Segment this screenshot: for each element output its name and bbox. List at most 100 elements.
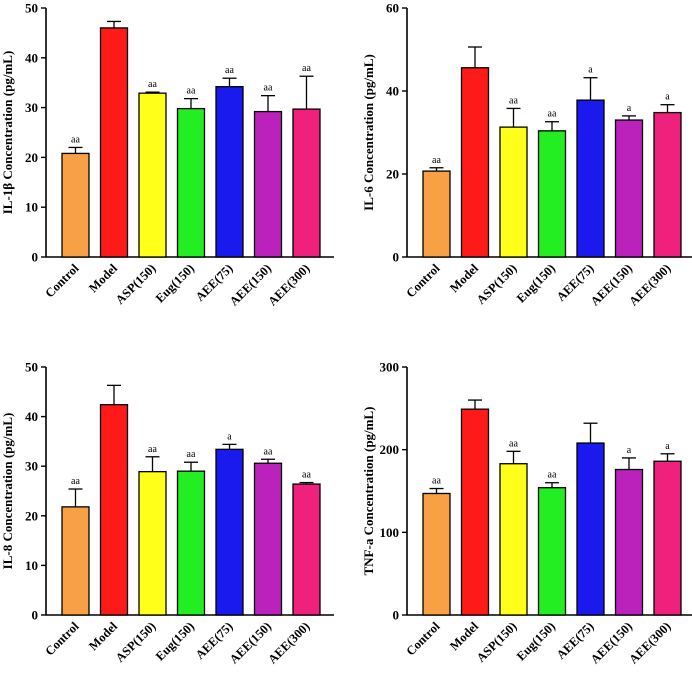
x-category-label: ASP(150) (474, 619, 520, 665)
y-tick-label: 200 (380, 442, 400, 457)
significance-label: aa (509, 95, 518, 106)
significance-label: aa (187, 449, 196, 460)
significance-label: aa (187, 86, 196, 97)
significance-label: aa (548, 109, 557, 120)
x-category-label: ASP(150) (474, 261, 520, 307)
significance-label: aa (264, 446, 273, 457)
y-tick-label: 0 (32, 250, 39, 265)
significance-label: aa (509, 438, 518, 449)
x-category-label: Control (42, 261, 82, 301)
significance-label: aa (148, 444, 157, 455)
x-category-label: AEE(300) (626, 619, 673, 666)
bar (614, 468, 644, 616)
y-axis-title: IL-1β Concentration (pg/mL) (0, 51, 15, 215)
y-tick-label: 10 (25, 558, 38, 573)
bar (99, 404, 129, 616)
bar (176, 107, 206, 258)
significance-label: aa (432, 155, 441, 166)
bar (422, 170, 451, 258)
panel-il1b: 0 10 20 30 40 50 IL-1β Concentration (pg/mL) aa… (0, 1, 334, 308)
x-category-label: Control (403, 261, 443, 301)
significance-label: aa (71, 134, 80, 145)
y-tick-label: 50 (25, 360, 38, 375)
y-tick-label: 30 (25, 459, 38, 474)
bar (460, 67, 490, 258)
x-category-label: Eug(150) (514, 261, 558, 305)
significance-label: aa (71, 476, 80, 487)
y-tick-label: 30 (25, 100, 38, 115)
significance-label: a (665, 441, 670, 452)
bar (422, 492, 451, 616)
significance-label: aa (432, 476, 441, 487)
x-category-label: Eug(150) (153, 619, 197, 663)
y-tick-label: 20 (25, 150, 38, 165)
bar (537, 130, 567, 258)
x-category-label: ASP(150) (113, 261, 159, 307)
x-category-label: Eug(150) (514, 619, 558, 663)
y-axis-title: TNF-a Concentration (pg/mL) (361, 407, 376, 576)
bar (215, 448, 244, 616)
bar (253, 110, 283, 258)
bar (653, 460, 682, 616)
bar (576, 99, 605, 258)
significance-label: aa (548, 470, 557, 481)
y-tick-label: 50 (25, 1, 38, 16)
y-tick-label: 0 (393, 250, 400, 265)
y-tick-label: 20 (25, 508, 38, 523)
y-axis-title: IL-8 Concentration (pg/mL) (0, 413, 15, 570)
y-tick-label: 20 (386, 167, 399, 182)
y-axis-title: IL-6 Concentration (pg/mL) (361, 54, 376, 211)
bar (138, 471, 167, 616)
y-tick-label: 40 (25, 50, 38, 65)
significance-label: a (627, 103, 632, 114)
x-category-label: Control (42, 619, 82, 659)
x-category-label: Model (86, 261, 120, 295)
y-tick-label: 0 (393, 608, 400, 623)
y-tick-label: 40 (386, 84, 399, 99)
bar (499, 463, 528, 616)
significance-label: a (588, 65, 593, 76)
y-tick-label: 10 (25, 200, 38, 215)
significance-label: aa (302, 470, 311, 481)
significance-label: a (665, 92, 670, 103)
bar (460, 408, 490, 616)
bar (99, 27, 129, 258)
bar (292, 483, 321, 616)
y-tick-label: 300 (380, 360, 400, 375)
x-category-label: Model (447, 261, 481, 295)
significance-label: a (227, 431, 232, 442)
bar (61, 152, 90, 258)
bar (614, 119, 644, 258)
significance-label: aa (148, 79, 157, 90)
x-category-label: AEE(300) (626, 261, 673, 308)
significance-label: a (627, 445, 632, 456)
bar (499, 126, 528, 258)
significance-label: aa (225, 65, 234, 76)
x-category-label: Model (447, 619, 481, 653)
panel-il8: 0 10 20 30 40 50 IL-8 Concentration (pg/mL) aa C… (0, 360, 334, 666)
bar (653, 111, 682, 258)
x-category-label: AEE(300) (265, 619, 312, 666)
x-category-label: AEE(300) (265, 261, 312, 308)
x-category-label: ASP(150) (113, 619, 159, 665)
y-tick-label: 60 (386, 1, 399, 16)
bar (215, 86, 244, 258)
bar (176, 470, 206, 616)
bar (576, 442, 605, 616)
bar (537, 487, 567, 616)
y-tick-label: 100 (380, 525, 400, 540)
x-category-label: Control (403, 619, 443, 659)
x-category-label: Model (86, 619, 120, 653)
bar (253, 462, 283, 616)
y-tick-label: 0 (32, 608, 39, 623)
significance-label: aa (264, 83, 273, 94)
y-tick-label: 40 (25, 409, 38, 424)
bar (61, 506, 90, 616)
bar (138, 92, 167, 258)
x-category-label: Eug(150) (153, 261, 197, 305)
significance-label: aa (302, 63, 311, 74)
bar (292, 108, 321, 258)
